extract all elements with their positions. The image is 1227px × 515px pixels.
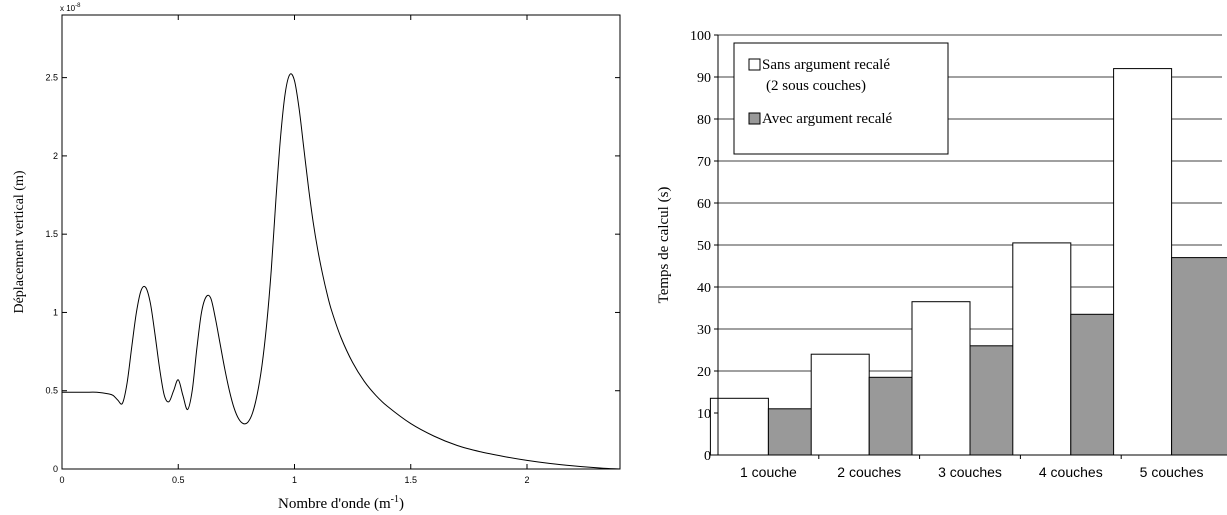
- right-bars: [709, 68, 1227, 456]
- y-tick-label: 10: [697, 407, 711, 422]
- y-tick-label: 70: [697, 155, 711, 170]
- y-tick-label: 60: [697, 197, 711, 212]
- y-multiplier: x 10-8: [60, 3, 81, 13]
- left-line-chart: 0 0.5 1 1.5 2 0 0.5 1 1.5 2 2.5 x 10-8 Nombre d'on…: [12, 3, 621, 512]
- x-category-label: 1 couche: [740, 464, 797, 480]
- y-tick-label: 1: [53, 307, 58, 317]
- x-tick-label: 1: [292, 475, 297, 485]
- legend-label-avec: Avec argument recalé: [762, 111, 893, 127]
- y-tick-label: 30: [697, 323, 711, 338]
- bar-avec-5: [1171, 257, 1227, 456]
- y-tick-label: 90: [697, 71, 711, 86]
- x-category-label: 2 couches: [837, 464, 901, 480]
- bar-sans-3: [911, 301, 971, 456]
- series-line: [61, 73, 621, 470]
- y-tick-label: 1.5: [45, 229, 58, 239]
- left-ticks: 0 0.5 1 1.5 2 0 0.5 1 1.5 2 2.5: [45, 15, 620, 485]
- x-tick-label: 0: [59, 475, 64, 485]
- y-tick-label: 40: [697, 281, 711, 296]
- legend-swatch-avec: [748, 112, 761, 125]
- x-category-label: 3 couches: [938, 464, 1002, 480]
- right-bar-chart: 0 10 20 30 40 50 60 70 80 90 100 1 couche 2 couches 3…: [656, 29, 1227, 480]
- left-x-axis-label: Nombre d'onde (m-1): [278, 494, 404, 512]
- y-tick-label: 0.5: [45, 386, 58, 396]
- x-tick-label: 1.5: [404, 475, 417, 485]
- y-tick-label: 80: [697, 113, 711, 128]
- legend-box: [733, 42, 949, 155]
- legend: Sans argument recalé (2 sous couches) Av…: [733, 42, 949, 155]
- bar-sans-5: [1113, 68, 1173, 456]
- bar-sans-2: [810, 353, 870, 456]
- bar-sans-4: [1012, 242, 1072, 456]
- y-tick-label: 50: [697, 239, 711, 254]
- y-tick-label: 2.5: [45, 73, 58, 83]
- right-ticks: 0 10 20 30 40 50 60 70 80 90 100 1 couche 2 couches 3…: [690, 29, 1204, 480]
- left-plot-frame: [61, 14, 621, 470]
- y-tick-label: 0: [53, 464, 58, 474]
- right-y-axis-label: Temps de calcul (s): [656, 187, 672, 304]
- y-tick-label: 2: [53, 151, 58, 161]
- legend-label-sans: Sans argument recalé: [762, 57, 890, 73]
- y-tick-label: 20: [697, 365, 711, 380]
- x-tick-label: 2: [524, 475, 529, 485]
- bar-sans-1: [709, 397, 769, 456]
- left-y-axis-label: Déplacement vertical (m): [12, 170, 27, 313]
- x-category-label: 5 couches: [1140, 464, 1204, 480]
- legend-label-sans-line2: (2 sous couches): [766, 78, 866, 94]
- y-tick-label: 0: [704, 449, 711, 464]
- x-category-label: 4 couches: [1039, 464, 1103, 480]
- x-tick-label: 0.5: [172, 475, 185, 485]
- legend-swatch-sans: [748, 58, 761, 71]
- y-tick-label: 100: [690, 29, 711, 44]
